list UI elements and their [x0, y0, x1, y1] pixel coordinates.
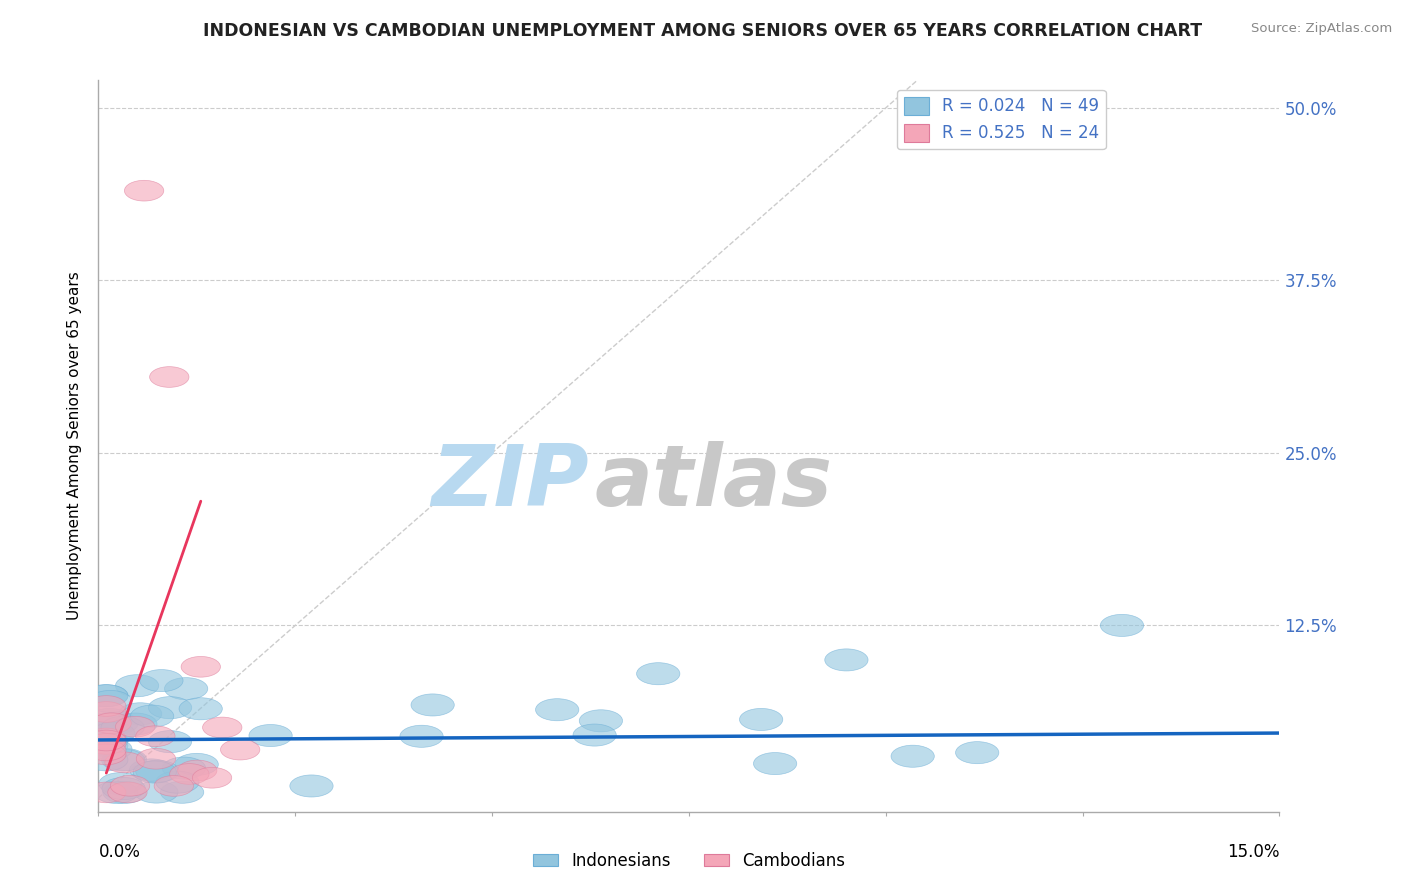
Ellipse shape	[536, 698, 579, 721]
Ellipse shape	[1101, 615, 1143, 637]
Ellipse shape	[754, 753, 797, 774]
Ellipse shape	[160, 781, 204, 804]
Ellipse shape	[89, 708, 131, 731]
Text: atlas: atlas	[595, 441, 832, 524]
Ellipse shape	[135, 781, 179, 803]
Ellipse shape	[89, 738, 132, 760]
Ellipse shape	[114, 713, 157, 735]
Ellipse shape	[103, 781, 146, 804]
Ellipse shape	[115, 674, 159, 697]
Ellipse shape	[84, 685, 128, 706]
Y-axis label: Unemployment Among Seniors over 65 years: Unemployment Among Seniors over 65 years	[67, 272, 83, 620]
Ellipse shape	[177, 760, 217, 780]
Ellipse shape	[134, 761, 176, 783]
Ellipse shape	[87, 731, 127, 751]
Ellipse shape	[87, 733, 127, 755]
Ellipse shape	[94, 781, 138, 804]
Ellipse shape	[193, 767, 232, 789]
Ellipse shape	[399, 725, 443, 747]
Ellipse shape	[156, 771, 200, 793]
Ellipse shape	[87, 696, 127, 716]
Ellipse shape	[87, 702, 127, 723]
Ellipse shape	[411, 694, 454, 716]
Ellipse shape	[89, 690, 132, 713]
Ellipse shape	[84, 713, 128, 735]
Ellipse shape	[84, 748, 128, 771]
Ellipse shape	[249, 724, 292, 747]
Ellipse shape	[87, 782, 127, 803]
Ellipse shape	[174, 754, 218, 775]
Text: 15.0%: 15.0%	[1227, 844, 1279, 862]
Ellipse shape	[136, 748, 176, 769]
Ellipse shape	[165, 678, 208, 699]
Text: ZIP: ZIP	[430, 441, 589, 524]
Ellipse shape	[84, 685, 128, 706]
Ellipse shape	[118, 703, 162, 725]
Ellipse shape	[179, 698, 222, 720]
Ellipse shape	[101, 749, 145, 771]
Ellipse shape	[290, 775, 333, 797]
Ellipse shape	[115, 716, 155, 737]
Ellipse shape	[91, 723, 135, 745]
Ellipse shape	[91, 713, 131, 733]
Ellipse shape	[129, 759, 173, 781]
Ellipse shape	[124, 180, 163, 201]
Ellipse shape	[105, 752, 145, 772]
Ellipse shape	[162, 757, 205, 779]
Ellipse shape	[202, 717, 242, 738]
Ellipse shape	[956, 741, 998, 764]
Ellipse shape	[87, 744, 127, 764]
Text: 0.0%: 0.0%	[98, 844, 141, 862]
Ellipse shape	[103, 748, 146, 771]
Ellipse shape	[825, 648, 868, 671]
Ellipse shape	[131, 705, 174, 727]
Ellipse shape	[155, 775, 194, 797]
Ellipse shape	[181, 657, 221, 677]
Ellipse shape	[891, 745, 935, 767]
Ellipse shape	[740, 708, 783, 731]
Ellipse shape	[108, 782, 148, 803]
Ellipse shape	[637, 663, 681, 685]
Ellipse shape	[579, 710, 623, 731]
Ellipse shape	[110, 775, 149, 797]
Ellipse shape	[135, 726, 174, 747]
Ellipse shape	[139, 670, 183, 691]
Ellipse shape	[149, 367, 188, 387]
Ellipse shape	[87, 740, 127, 761]
Ellipse shape	[101, 716, 145, 739]
Ellipse shape	[98, 772, 142, 795]
Ellipse shape	[170, 764, 209, 784]
Ellipse shape	[87, 728, 127, 749]
Legend: Indonesians, Cambodians: Indonesians, Cambodians	[526, 846, 852, 877]
Ellipse shape	[84, 730, 128, 751]
Ellipse shape	[149, 697, 191, 719]
Ellipse shape	[136, 760, 179, 782]
Text: Source: ZipAtlas.com: Source: ZipAtlas.com	[1251, 22, 1392, 36]
Ellipse shape	[574, 724, 616, 746]
Ellipse shape	[149, 731, 191, 753]
Ellipse shape	[221, 739, 260, 760]
Ellipse shape	[103, 778, 145, 799]
Ellipse shape	[96, 712, 138, 734]
Ellipse shape	[84, 734, 128, 756]
Text: INDONESIAN VS CAMBODIAN UNEMPLOYMENT AMONG SENIORS OVER 65 YEARS CORRELATION CHA: INDONESIAN VS CAMBODIAN UNEMPLOYMENT AMO…	[204, 22, 1202, 40]
